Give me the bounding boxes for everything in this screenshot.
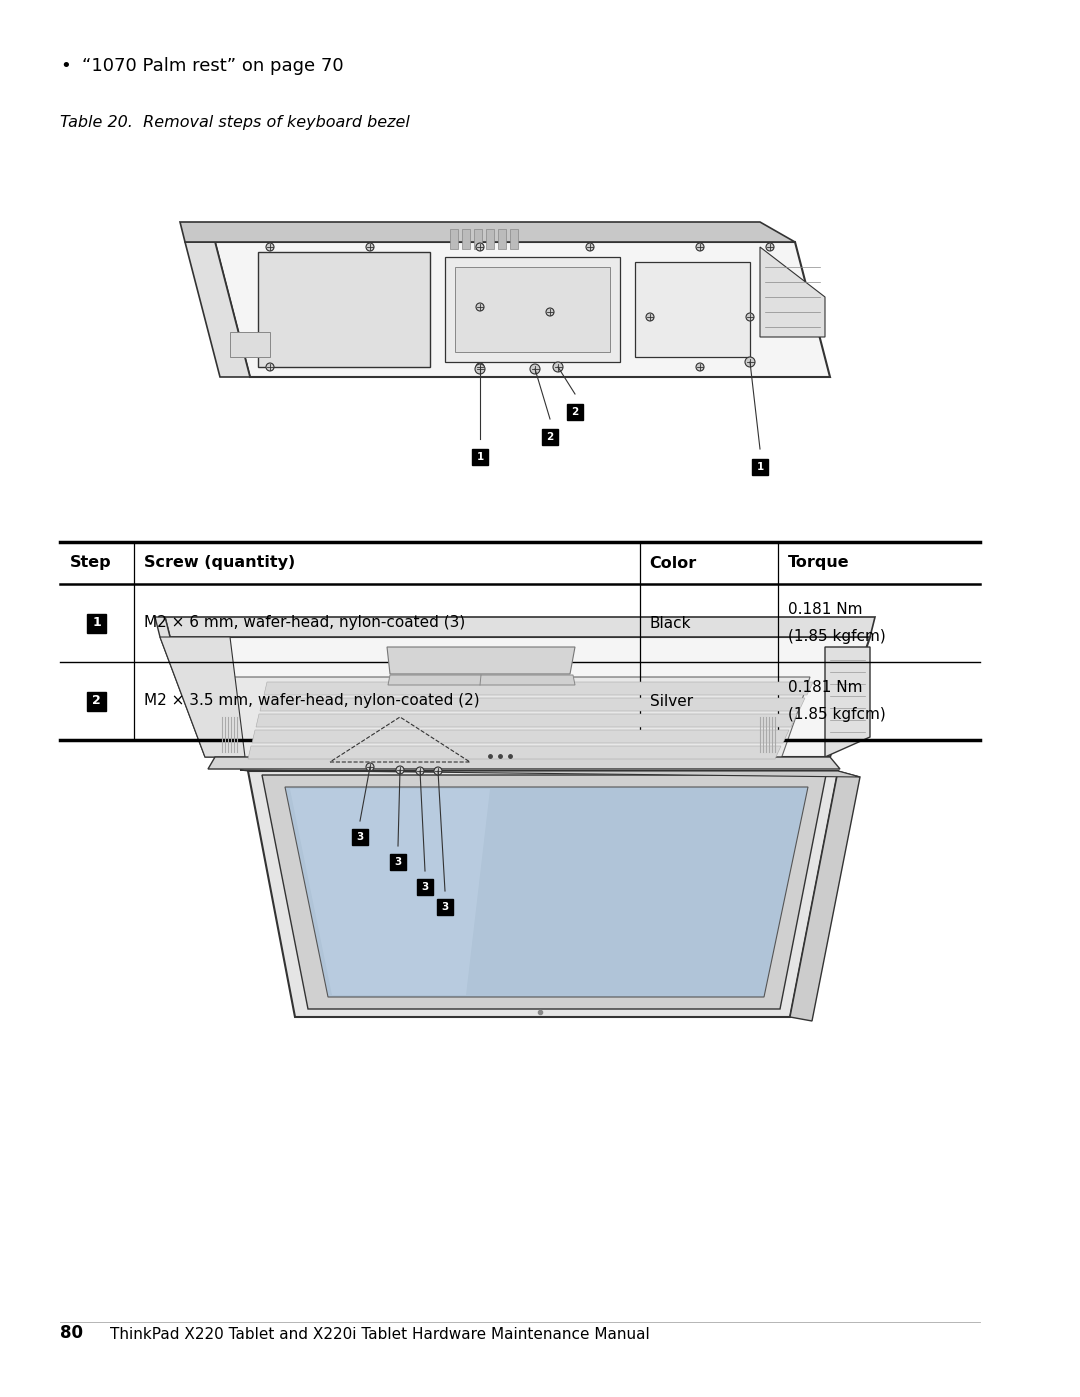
Polygon shape [240, 770, 860, 777]
Text: Screw (quantity): Screw (quantity) [144, 556, 295, 570]
Polygon shape [185, 242, 249, 377]
Polygon shape [230, 678, 810, 761]
Circle shape [475, 365, 485, 374]
Polygon shape [445, 257, 620, 362]
Text: 3: 3 [356, 833, 364, 842]
Circle shape [646, 313, 654, 321]
Circle shape [546, 307, 554, 316]
Bar [462, 229, 470, 249]
Bar [230, 332, 270, 358]
Text: Silver: Silver [649, 693, 692, 708]
Bar [567, 404, 583, 420]
Bar [474, 229, 482, 249]
Circle shape [396, 766, 404, 774]
Text: 2: 2 [571, 407, 579, 416]
Text: 1: 1 [756, 462, 764, 472]
Circle shape [266, 243, 274, 251]
Circle shape [586, 243, 594, 251]
Polygon shape [248, 771, 838, 1017]
Text: Color: Color [649, 556, 697, 570]
Text: 0.181 Nm: 0.181 Nm [787, 602, 862, 617]
Text: 1: 1 [93, 616, 102, 630]
Text: 2: 2 [93, 694, 102, 707]
Text: •: • [60, 57, 71, 75]
Bar [450, 229, 458, 249]
Polygon shape [208, 757, 840, 768]
Polygon shape [215, 242, 831, 377]
Circle shape [266, 363, 274, 372]
Bar [417, 879, 433, 895]
Bar [542, 429, 558, 446]
Text: Black: Black [649, 616, 691, 630]
Polygon shape [387, 647, 575, 673]
Polygon shape [285, 787, 808, 997]
Text: 2: 2 [546, 432, 554, 441]
Bar [510, 229, 518, 249]
Polygon shape [635, 263, 750, 358]
Text: ThinkPad X220 Tablet and X220i Tablet Hardware Maintenance Manual: ThinkPad X220 Tablet and X220i Tablet Ha… [110, 1327, 650, 1343]
Polygon shape [165, 617, 875, 637]
Polygon shape [180, 222, 795, 242]
Polygon shape [825, 647, 870, 757]
Polygon shape [262, 775, 826, 1009]
Text: M2 × 3.5 mm, wafer-head, nylon-coated (2): M2 × 3.5 mm, wafer-head, nylon-coated (2… [144, 693, 480, 708]
Text: Torque: Torque [787, 556, 849, 570]
Bar [752, 460, 768, 475]
Polygon shape [248, 746, 781, 759]
Circle shape [745, 358, 755, 367]
Bar [486, 229, 494, 249]
Polygon shape [156, 617, 215, 757]
Text: 3: 3 [394, 856, 402, 868]
Polygon shape [760, 247, 825, 337]
Circle shape [530, 365, 540, 374]
Circle shape [476, 363, 484, 372]
Text: 3: 3 [421, 882, 429, 893]
Polygon shape [260, 698, 805, 711]
Polygon shape [258, 251, 430, 367]
Polygon shape [789, 771, 860, 1021]
Text: 1: 1 [476, 453, 484, 462]
Bar [87, 692, 106, 711]
Circle shape [416, 767, 424, 775]
Circle shape [366, 243, 374, 251]
Polygon shape [256, 714, 797, 726]
Bar [437, 900, 453, 915]
Circle shape [434, 767, 442, 775]
Polygon shape [252, 731, 789, 743]
Text: Step: Step [70, 556, 111, 570]
Text: 3: 3 [442, 902, 448, 912]
Bar [87, 613, 106, 633]
Polygon shape [264, 682, 813, 694]
Circle shape [746, 313, 754, 321]
Circle shape [476, 303, 484, 312]
Polygon shape [170, 637, 870, 757]
Text: “1070 Palm rest” on page 70: “1070 Palm rest” on page 70 [82, 57, 343, 75]
Polygon shape [455, 267, 610, 352]
Circle shape [696, 243, 704, 251]
Text: Table 20.  Removal steps of keyboard bezel: Table 20. Removal steps of keyboard beze… [60, 115, 410, 130]
Bar [498, 229, 507, 249]
Polygon shape [291, 789, 490, 995]
Text: M2 × 6 mm, wafer-head, nylon-coated (3): M2 × 6 mm, wafer-head, nylon-coated (3) [144, 616, 464, 630]
Circle shape [766, 243, 774, 251]
Bar [352, 828, 368, 845]
Bar [472, 448, 488, 465]
Circle shape [476, 243, 484, 251]
Circle shape [366, 763, 374, 771]
Polygon shape [160, 637, 245, 757]
Text: 80: 80 [60, 1324, 83, 1343]
Circle shape [696, 363, 704, 372]
Polygon shape [388, 675, 575, 685]
Text: (1.85 kgfcm): (1.85 kgfcm) [787, 707, 886, 721]
Text: (1.85 kgfcm): (1.85 kgfcm) [787, 629, 886, 644]
Bar [390, 854, 406, 870]
Text: 0.181 Nm: 0.181 Nm [787, 680, 862, 696]
Circle shape [553, 362, 563, 372]
